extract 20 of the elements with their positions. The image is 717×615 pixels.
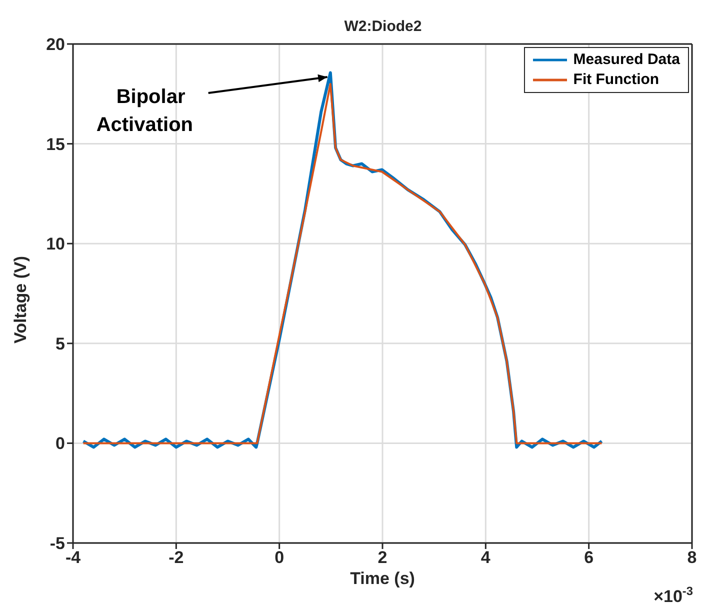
x-tick-label: 6 xyxy=(584,548,594,568)
x-tick-label: 8 xyxy=(687,548,697,568)
y-tick-label: 20 xyxy=(46,35,65,54)
x-tick-label: -2 xyxy=(168,548,184,568)
y-tick-label: 15 xyxy=(46,134,65,154)
y-tick-label: 10 xyxy=(46,234,65,254)
chart-title: W2:Diode2 xyxy=(343,18,423,35)
y-axis-title: Voltage (V) xyxy=(11,256,30,344)
x-tick-label: -4 xyxy=(65,548,82,568)
x-tick-label: 4 xyxy=(480,548,491,568)
text: ×10$^{-3}$ xyxy=(654,584,694,606)
legend-label: Measured Data xyxy=(573,50,680,70)
x-tick-label: 0 xyxy=(274,548,284,568)
legend-label: Fit Function xyxy=(573,70,660,90)
y-tick-label: -5 xyxy=(50,534,65,554)
y-tick-label: 0 xyxy=(56,434,65,454)
annotation: Bipolar Activation xyxy=(96,86,194,136)
y-tick-label: 5 xyxy=(56,334,65,354)
x-axis-title: Time (s) xyxy=(350,569,415,588)
x-tick-label: 2 xyxy=(378,548,388,568)
